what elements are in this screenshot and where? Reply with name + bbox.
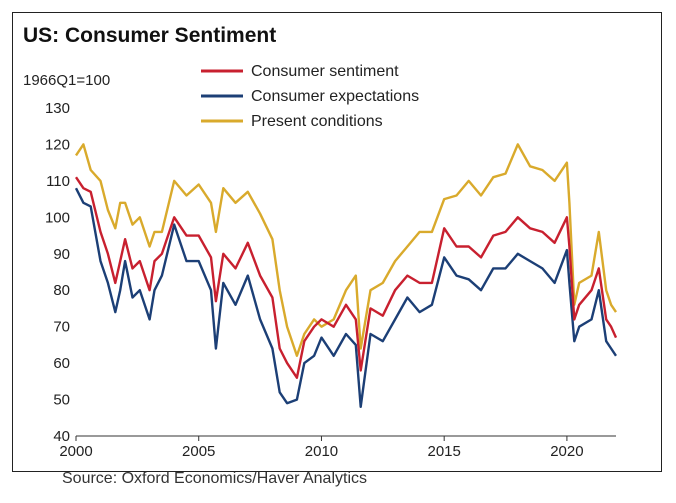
y-tick-label: 70 [53,319,70,336]
y-tick-label: 40 [53,428,70,445]
y-tick-label: 50 [53,392,70,409]
series-line-consumer-sentiment [75,176,618,379]
y-axis-ticks: 40 50 60 70 80 90 100 110 120 130 [45,100,70,445]
series-line-present-conditions [75,143,617,357]
x-axis-ticks: 2000 2005 2010 2015 2020 [59,436,584,460]
unit-label: 1966Q1=100 [23,72,110,89]
x-tick-label: 2015 [427,443,460,460]
source-note: Source: Oxford Economics/Haver Analytics [62,470,368,487]
y-tick-label: 120 [45,136,70,153]
legend-label-consumer-sentiment: Consumer sentiment [251,63,399,80]
legend: Consumer sentiment Consumer expectations P… [201,63,419,130]
y-tick-label: 90 [53,246,70,263]
legend-label-present-conditions: Present conditions [251,113,383,130]
x-tick-label: 2020 [550,443,583,460]
y-tick-label: 80 [53,282,70,299]
series-layer [74,143,618,408]
y-tick-label: 110 [46,173,70,190]
x-tick-label: 2010 [305,443,338,460]
x-tick-label: 2005 [182,443,215,460]
series-line-consumer-expectations [74,187,617,408]
y-tick-label: 60 [53,355,70,372]
y-tick-label: 130 [45,100,70,117]
x-tick-label: 2000 [59,443,92,460]
chart-title: US: Consumer Sentiment [23,24,277,47]
y-tick-label: 100 [45,209,70,226]
legend-label-consumer-expectations: Consumer expectations [251,88,419,105]
